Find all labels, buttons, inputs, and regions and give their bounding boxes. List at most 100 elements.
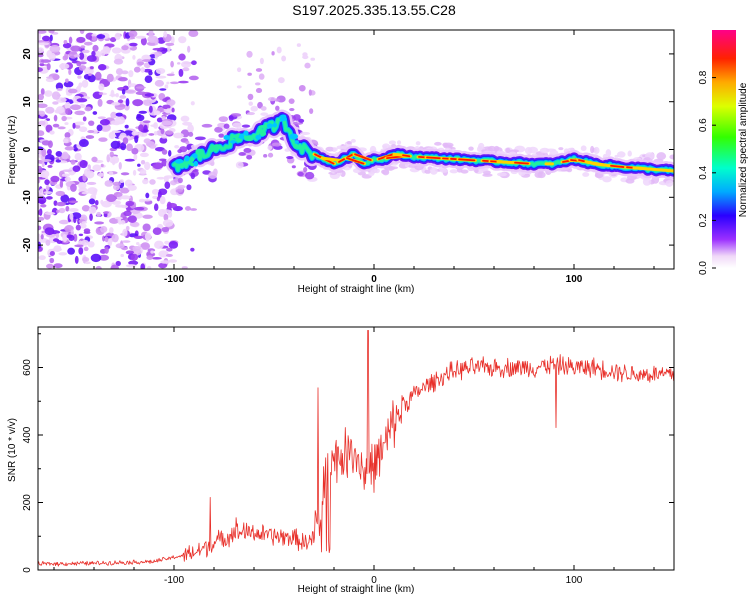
- noise-blob: [140, 263, 146, 269]
- noise-blob: [128, 30, 138, 38]
- noise-blob: [97, 172, 105, 177]
- noise-blob: [171, 107, 175, 113]
- halo-blob: [483, 170, 491, 175]
- noise-blob: [178, 53, 186, 61]
- noise-blob: [143, 199, 152, 202]
- ridge-clump: [243, 130, 249, 136]
- halo-blob: [669, 154, 674, 160]
- noise-blob: [106, 73, 114, 83]
- noise-blob: [113, 191, 123, 197]
- noise-blob: [58, 252, 68, 256]
- noise-blob: [80, 45, 86, 49]
- noise-blob: [104, 180, 114, 187]
- noise-blob: [146, 255, 154, 260]
- noise-blob: [177, 80, 189, 84]
- noise-blob: [43, 191, 53, 195]
- noise-blob: [152, 227, 162, 235]
- ridge-clump: [192, 153, 198, 159]
- noise-blob: [111, 130, 121, 134]
- noise-blob: [161, 226, 170, 233]
- noise-blob: [108, 171, 114, 176]
- halo-blob: [201, 123, 213, 128]
- ridge-clump: [195, 148, 204, 155]
- noise-blob: [58, 207, 66, 214]
- outlier-blob: [255, 68, 263, 72]
- noise-blob: [166, 247, 173, 252]
- noise-blob: [155, 75, 167, 79]
- noise-blob: [38, 30, 47, 34]
- snr-axes: -100 0 100 0 200 400 600: [22, 327, 674, 586]
- noise-blob: [111, 158, 116, 166]
- halo-blob: [175, 189, 183, 193]
- noise-blob: [188, 75, 199, 81]
- noise-blob: [64, 146, 75, 151]
- halo-blob: [241, 124, 251, 128]
- halo-blob: [602, 176, 612, 183]
- halo-blob: [298, 118, 305, 123]
- noise-blob: [70, 183, 77, 192]
- noise-blob: [98, 92, 104, 95]
- noise-blob: [114, 116, 126, 125]
- noise-blob: [187, 45, 191, 53]
- noise-blob: [44, 90, 53, 97]
- noise-blob: [182, 121, 193, 126]
- outlier-blob: [236, 67, 242, 73]
- ridge-clump: [184, 155, 190, 162]
- noise-blob: [162, 219, 174, 227]
- noise-blob: [52, 74, 60, 81]
- noise-blob: [137, 163, 141, 167]
- noise-blob: [82, 256, 90, 263]
- outlier-blob: [271, 51, 275, 56]
- noise-blob: [118, 161, 122, 170]
- noise-blob: [105, 194, 117, 202]
- noise-blob: [124, 158, 136, 162]
- halo-blob: [582, 172, 590, 177]
- noise-blob: [38, 93, 45, 101]
- noise-blob: [112, 181, 122, 186]
- noise-blob: [81, 239, 90, 246]
- outlier-blob: [308, 89, 312, 96]
- noise-blob: [148, 105, 153, 113]
- noise-blob: [133, 153, 138, 161]
- noise-blob: [71, 212, 82, 220]
- noise-blob: [94, 71, 102, 81]
- ridge-clump: [212, 144, 222, 150]
- halo-blob: [537, 171, 546, 179]
- noise-blob: [153, 131, 158, 136]
- noise-blob: [62, 55, 68, 61]
- noise-blob: [100, 226, 108, 233]
- noise-blob: [153, 203, 159, 211]
- noise-blob: [145, 238, 149, 242]
- noise-blob: [125, 264, 137, 268]
- ridge-core-red: [346, 157, 365, 165]
- noise-blob: [87, 130, 95, 134]
- noise-blob: [108, 131, 116, 140]
- noise-blob: [88, 206, 97, 214]
- halo-blob: [656, 152, 667, 161]
- noise-blob: [81, 204, 91, 212]
- noise-blob: [139, 152, 149, 158]
- noise-blob: [72, 165, 81, 172]
- noise-blob: [87, 241, 95, 248]
- noise-blob: [122, 228, 128, 237]
- noise-blob: [79, 223, 87, 229]
- outlier-blob: [248, 101, 253, 106]
- spectrogram-ytick-label: 10: [22, 96, 33, 108]
- noise-blob: [38, 225, 42, 231]
- ridge-clump: [244, 137, 254, 142]
- noise-blob: [46, 63, 51, 71]
- noise-blob: [68, 200, 79, 204]
- noise-blob: [142, 120, 151, 124]
- snr-ytick-label: 600: [22, 359, 33, 376]
- noise-blob: [70, 45, 82, 52]
- noise-blob: [68, 36, 73, 44]
- noise-blob: [140, 242, 151, 250]
- ridge-clump: [294, 140, 299, 144]
- halo-blob: [594, 172, 604, 179]
- snr-xtick-label: 0: [371, 575, 377, 586]
- halo-blob: [214, 126, 223, 133]
- noise-blob: [78, 247, 84, 255]
- noise-blob: [191, 60, 197, 66]
- colorbar: 0.0 0.2 0.4 0.6 0.8 Normalized spectral ampl…: [698, 30, 749, 275]
- noise-blob: [83, 231, 91, 234]
